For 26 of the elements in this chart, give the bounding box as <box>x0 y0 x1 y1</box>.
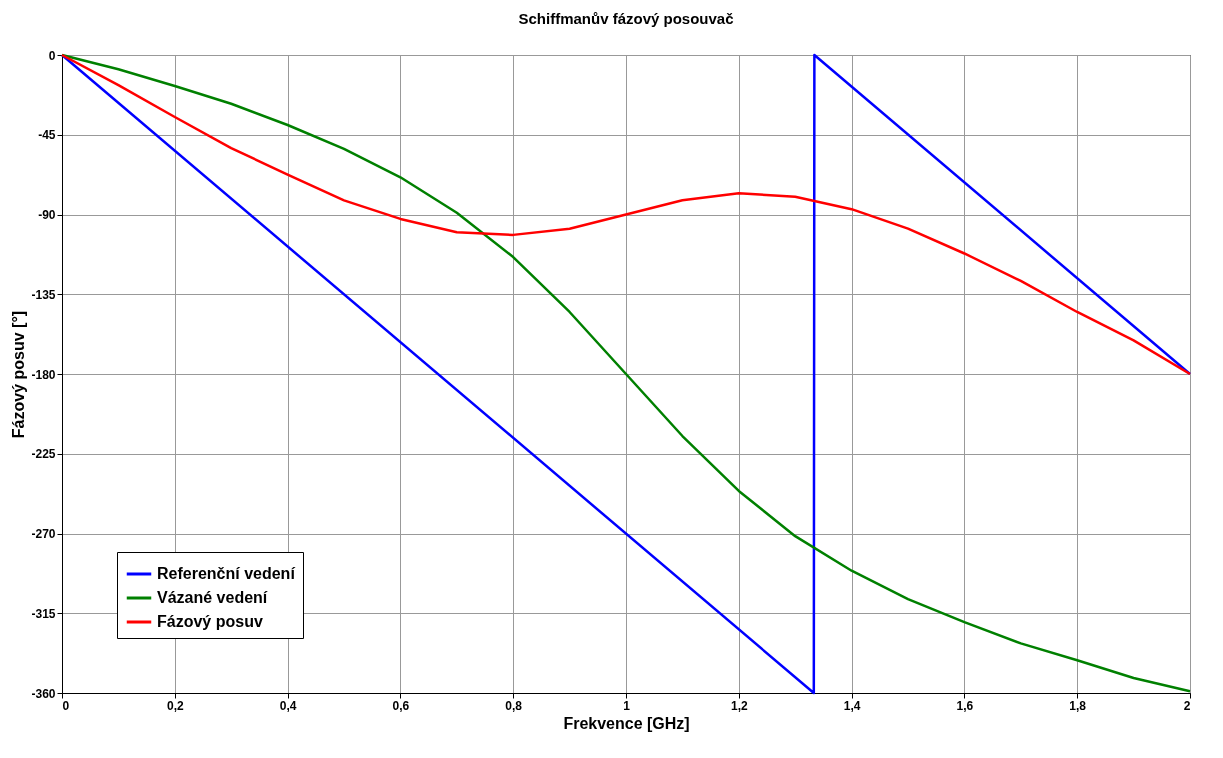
x-tick-label: 0,8 <box>505 698 523 713</box>
y-tick-label: -135 <box>31 287 56 302</box>
y-tick-label: -225 <box>31 447 56 462</box>
x-tick-label: 2 <box>1183 698 1191 713</box>
x-tick-label: 0 <box>62 698 70 713</box>
x-tick-label: 0,2 <box>166 698 184 713</box>
y-tick-label: -90 <box>38 208 56 222</box>
x-tick-label: 1,2 <box>730 698 748 713</box>
y-tick-label: -315 <box>31 606 56 621</box>
y-tick-label: -180 <box>31 367 56 382</box>
legend-label: Vázané vedení <box>157 589 268 606</box>
y-tick-label: -45 <box>38 128 56 143</box>
x-tick-label: 1,4 <box>843 698 861 713</box>
x-axis-title: Frekvence [GHz] <box>563 714 690 732</box>
y-axis-title: Fázový posuv [°] <box>10 310 28 439</box>
y-tick-label: -360 <box>31 686 56 701</box>
x-tick-label: 0,6 <box>392 698 410 713</box>
chart-title: Schiffmanův fázový posouvač <box>518 10 734 27</box>
y-tick-label: -270 <box>31 527 56 541</box>
x-tick-label: 1,8 <box>1069 698 1087 713</box>
legend-label: Referenční vedení <box>157 565 296 582</box>
x-tick-label: 1,6 <box>956 698 974 713</box>
y-tick-label: 0 <box>48 48 56 63</box>
legend-label: Fázový posuv <box>157 613 263 630</box>
x-tick-label: 1 <box>623 698 631 713</box>
x-tick-label: 0,4 <box>279 698 297 713</box>
